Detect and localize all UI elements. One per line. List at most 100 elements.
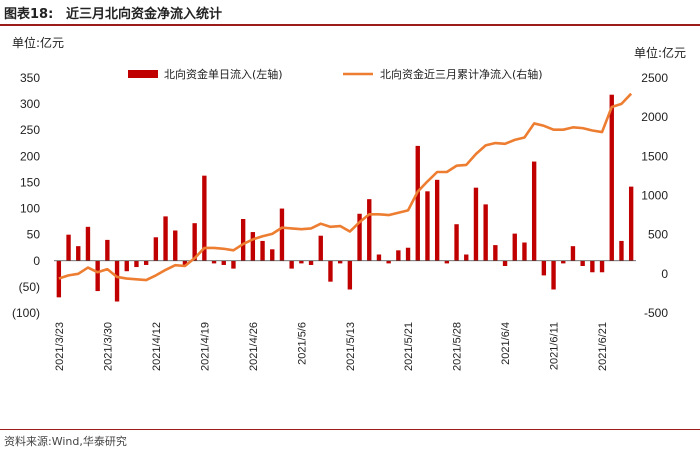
right-y-tick-label: 2500 (641, 71, 668, 85)
daily-inflow-bar (522, 242, 527, 261)
daily-inflow-bar (250, 232, 256, 261)
daily-inflow-bar (561, 260, 566, 264)
daily-inflow-bar (434, 179, 440, 261)
x-tick-label: 2021/3/23 (54, 322, 66, 371)
daily-inflow-bar (628, 186, 634, 261)
daily-inflow-bar (396, 250, 401, 261)
daily-inflow-bar (570, 246, 576, 261)
left-y-tick-label: 0 (33, 254, 40, 268)
daily-inflow-bar (415, 145, 420, 261)
legend-bar-label: 北向资金单日流入(左轴) (164, 67, 283, 81)
left-y-tick-label: 150 (20, 175, 40, 189)
daily-inflow-bar (66, 234, 71, 261)
daily-inflow-bar (347, 260, 353, 290)
daily-inflow-bar (260, 240, 265, 261)
daily-inflow-bar (299, 260, 304, 264)
x-tick-label: 2021/5/6 (296, 322, 308, 365)
daily-inflow-bar (85, 226, 91, 261)
x-tick-label: 2021/4/26 (248, 322, 260, 371)
figure-title: 近三月北向资金净流入统计 (66, 7, 223, 22)
x-tick-label: 2021/3/30 (102, 322, 114, 371)
figure-label: 图表18: (4, 7, 54, 22)
daily-inflow-bar (493, 245, 498, 261)
daily-inflow-bar (580, 260, 585, 266)
daily-inflow-bar (56, 260, 62, 298)
daily-inflow-bar (367, 199, 372, 261)
x-tick-label: 2021/4/19 (199, 322, 211, 371)
x-tick-label: 2021/5/21 (403, 322, 415, 371)
daily-inflow-bar (308, 260, 314, 265)
daily-inflow-bar (590, 260, 595, 273)
x-tick-label: 2021/5/13 (345, 322, 357, 371)
figure-header: 图表18: 近三月北向资金净流入统计 (0, 0, 700, 26)
daily-inflow-bar (386, 260, 391, 264)
daily-inflow-bar (619, 240, 624, 261)
daily-inflow-bar (231, 260, 236, 269)
daily-inflow-bar (153, 237, 159, 261)
daily-inflow-bar (173, 230, 178, 261)
daily-inflow-bar (143, 260, 149, 265)
combo-chart: 350300250200150100500(50)(100)2500200015… (12, 67, 668, 371)
daily-inflow-bar (124, 260, 129, 272)
x-tick-label: 2021/5/28 (452, 322, 464, 371)
legend-line-label: 北向资金近三月累计净流入(右轴) (380, 67, 543, 81)
right-y-tick-label: 1500 (641, 149, 668, 163)
daily-inflow-bar (599, 260, 605, 273)
left-axis-unit: 单位:亿元 (12, 36, 65, 50)
daily-inflow-bar (357, 213, 362, 261)
right-y-tick-label: 500 (648, 228, 668, 242)
daily-inflow-bar (376, 254, 382, 261)
daily-inflow-bar (512, 233, 517, 261)
daily-inflow-bar (192, 223, 197, 261)
left-y-tick-label: 300 (20, 97, 40, 111)
daily-inflow-bar (551, 260, 556, 290)
legend-bar-swatch (128, 70, 158, 78)
daily-inflow-bar (163, 216, 168, 261)
left-y-tick-label: (50) (19, 280, 40, 294)
daily-inflow-bar (279, 208, 285, 261)
daily-inflow-bar (541, 260, 547, 276)
daily-inflow-bar (270, 249, 275, 261)
daily-inflow-bar (289, 260, 294, 269)
x-tick-label: 2021/6/11 (549, 322, 561, 370)
daily-inflow-bar (114, 260, 120, 302)
daily-inflow-bar (337, 260, 343, 264)
left-y-tick-label: 50 (27, 228, 41, 242)
x-tick-label: 2021/6/21 (597, 322, 609, 371)
daily-inflow-bar (221, 260, 226, 265)
right-y-tick-label: 0 (661, 267, 668, 281)
right-y-tick-label: 1000 (641, 189, 668, 203)
daily-inflow-bar (473, 187, 479, 261)
daily-inflow-bar (531, 161, 537, 261)
daily-inflow-bar (609, 94, 614, 261)
daily-inflow-bar (202, 175, 207, 261)
daily-inflow-bar (318, 235, 323, 261)
daily-inflow-bar (240, 219, 246, 261)
daily-inflow-bar (454, 224, 459, 261)
x-tick-label: 2021/4/12 (151, 322, 163, 371)
left-y-tick-label: 350 (20, 71, 40, 85)
daily-inflow-bar (328, 260, 333, 282)
left-y-tick-label: 200 (20, 149, 40, 163)
x-tick-label: 2021/6/4 (500, 322, 512, 365)
daily-inflow-bar (105, 239, 110, 261)
daily-inflow-bar (182, 260, 188, 266)
source-note: 资料来源:Wind,华泰研究 (4, 435, 127, 448)
daily-inflow-bar (425, 191, 430, 261)
daily-inflow-bar (95, 260, 100, 292)
daily-inflow-bar (76, 246, 81, 261)
daily-inflow-bar (464, 254, 469, 261)
footer-divider (0, 429, 700, 430)
left-y-tick-label: 100 (20, 202, 40, 216)
left-y-tick-label: (100) (12, 306, 40, 320)
daily-inflow-bar (502, 260, 508, 266)
right-y-tick-label: -500 (644, 306, 668, 320)
daily-inflow-bar (405, 247, 411, 261)
daily-inflow-bar (483, 204, 488, 261)
daily-inflow-bar (134, 260, 139, 268)
right-axis-unit: 单位:亿元 (633, 46, 686, 60)
daily-inflow-bar (211, 260, 217, 264)
right-y-tick-label: 2000 (641, 110, 668, 124)
cumulative-inflow-line (58, 92, 633, 282)
left-y-tick-label: 250 (20, 123, 40, 137)
